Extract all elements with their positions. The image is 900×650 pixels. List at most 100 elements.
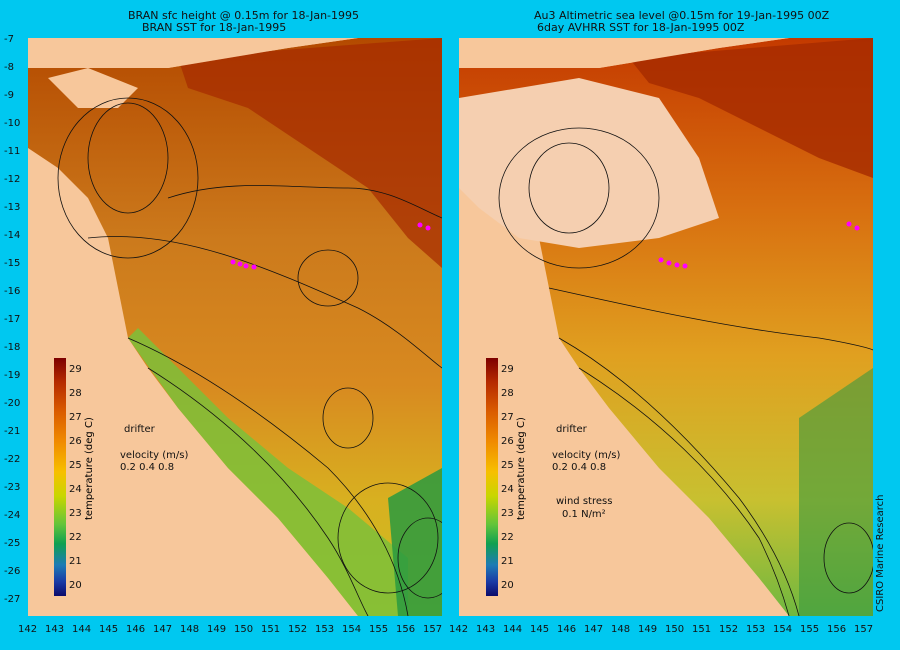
- left-colorbar-ticks: 29 28 27 26 25 24 23 22 21 20: [69, 358, 99, 596]
- cb-tick: 28: [69, 388, 82, 399]
- left-sst-map: [28, 38, 442, 616]
- x-tick: 153: [315, 624, 335, 635]
- y-tick: -20: [4, 398, 21, 409]
- y-tick: -14: [4, 230, 21, 241]
- cb-tick: 20: [69, 580, 82, 591]
- x-tick: 148: [180, 624, 200, 635]
- x-tick: 157: [854, 624, 874, 635]
- x-tick: 149: [207, 624, 227, 635]
- x-tick: 151: [692, 624, 712, 635]
- left-map-panel: [28, 38, 442, 616]
- right-title-line1: Au3 Altimetric sea level @0.15m for 19-J…: [534, 9, 830, 22]
- cb-tick: 20: [501, 580, 514, 591]
- sea-level-contours: [57, 97, 442, 616]
- cb-tick: 27: [69, 412, 82, 423]
- cb-tick: 29: [69, 364, 82, 375]
- right-colorbar-ticks: 29 28 27 26 25 24 23 22 21 20: [501, 358, 531, 596]
- y-tick: -13: [4, 202, 21, 213]
- cb-tick: 22: [501, 532, 514, 543]
- x-tick: 154: [342, 624, 362, 635]
- credit-label: CSIRO Marine Research: [875, 494, 886, 612]
- cb-tick: 27: [501, 412, 514, 423]
- cb-tick: 28: [501, 388, 514, 399]
- left-velocity-scale: 0.2 0.4 0.8: [120, 462, 175, 473]
- x-tick: 143: [45, 624, 65, 635]
- y-tick: -7: [4, 34, 14, 45]
- x-tick: 146: [557, 624, 577, 635]
- right-velocity-label: velocity (m/s): [552, 450, 621, 461]
- sea-area: [28, 38, 442, 616]
- y-tick: -23: [4, 482, 21, 493]
- x-tick: 148: [611, 624, 631, 635]
- x-tick: 146: [126, 624, 146, 635]
- wind-stress-label: wind stress: [556, 496, 613, 507]
- x-tick: 151: [261, 624, 281, 635]
- x-tick: 147: [584, 624, 604, 635]
- x-tick: 144: [72, 624, 92, 635]
- x-tick: 156: [827, 624, 847, 635]
- y-tick: -9: [4, 90, 14, 101]
- x-tick: 147: [153, 624, 173, 635]
- x-tick: 153: [746, 624, 766, 635]
- cb-tick: 23: [501, 508, 514, 519]
- left-title-line1: BRAN sfc height @ 0.15m for 18-Jan-1995: [128, 9, 360, 22]
- left-velocity-label: velocity (m/s): [120, 450, 189, 461]
- cb-tick: 26: [501, 436, 514, 447]
- y-tick: -25: [4, 538, 21, 549]
- x-tick: 150: [234, 624, 254, 635]
- cb-tick: 24: [501, 484, 514, 495]
- cb-tick: 21: [69, 556, 82, 567]
- y-tick: -24: [4, 510, 21, 521]
- x-tick: 143: [476, 624, 496, 635]
- right-colorbar-title: temperature (deg C): [516, 417, 527, 520]
- y-tick: -17: [4, 314, 21, 325]
- cb-tick: 22: [69, 532, 82, 543]
- y-tick: -12: [4, 174, 21, 185]
- x-tick: 156: [396, 624, 416, 635]
- cb-tick: 21: [501, 556, 514, 567]
- left-title-line2: BRAN SST for 18-Jan-1995: [142, 21, 287, 34]
- x-tick: 155: [800, 624, 820, 635]
- y-tick: -16: [4, 286, 21, 297]
- x-tick: 142: [449, 624, 469, 635]
- x-tick: 145: [99, 624, 119, 635]
- y-tick: -27: [4, 594, 21, 605]
- x-tick: 154: [773, 624, 793, 635]
- x-tick: 152: [719, 624, 739, 635]
- cb-tick: 25: [69, 460, 82, 471]
- x-tick: 142: [18, 624, 38, 635]
- left-colorbar-title: temperature (deg C): [84, 417, 95, 520]
- cb-tick: 23: [69, 508, 82, 519]
- right-title-line2: 6day AVHRR SST for 18-Jan-1995 00Z: [537, 21, 745, 34]
- y-tick: -18: [4, 342, 21, 353]
- cb-tick: 26: [69, 436, 82, 447]
- y-tick: -22: [4, 454, 21, 465]
- wind-stress-scale: 0.1 N/m²: [562, 509, 606, 520]
- y-tick: -26: [4, 566, 21, 577]
- x-tick: 152: [288, 624, 308, 635]
- x-tick: 150: [665, 624, 685, 635]
- left-drifter-label: drifter: [124, 424, 155, 435]
- x-tick: 144: [503, 624, 523, 635]
- right-map-panel: [459, 38, 873, 616]
- x-tick: 149: [638, 624, 658, 635]
- cb-tick: 25: [501, 460, 514, 471]
- right-velocity-scale: 0.2 0.4 0.8: [552, 462, 607, 473]
- x-tick: 155: [369, 624, 389, 635]
- x-tick: 157: [423, 624, 443, 635]
- y-tick: -11: [4, 146, 21, 157]
- right-sst-map: [459, 38, 873, 616]
- x-tick: 145: [530, 624, 550, 635]
- y-tick: -10: [4, 118, 21, 129]
- y-tick: -19: [4, 370, 21, 381]
- right-colorbar: [486, 358, 498, 596]
- y-tick: -8: [4, 62, 14, 73]
- right-drifter-label: drifter: [556, 424, 587, 435]
- y-tick: -21: [4, 426, 21, 437]
- drifter-markers: [230, 222, 431, 270]
- y-tick: -15: [4, 258, 21, 269]
- cb-tick: 29: [501, 364, 514, 375]
- land-png: [28, 38, 442, 68]
- left-colorbar: [54, 358, 66, 596]
- cb-tick: 24: [69, 484, 82, 495]
